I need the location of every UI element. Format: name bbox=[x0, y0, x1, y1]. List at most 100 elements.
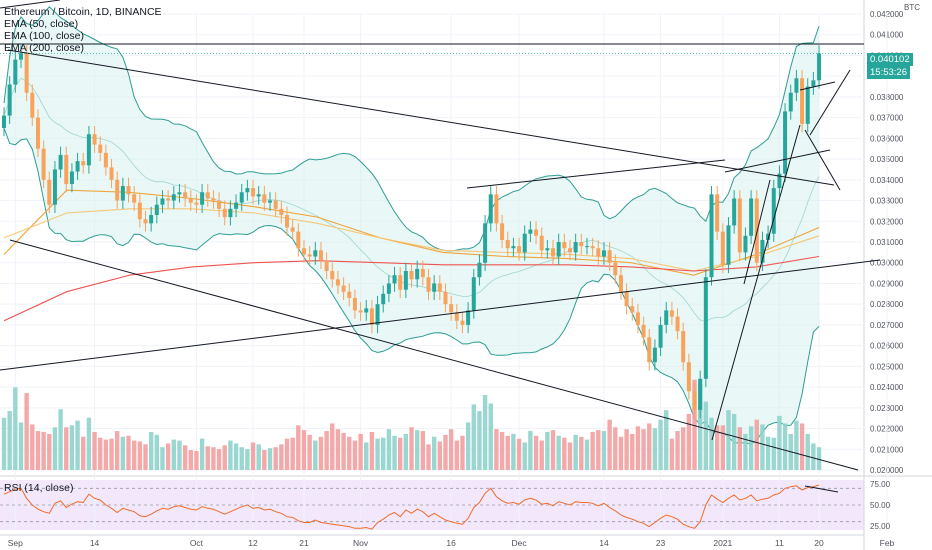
volume-bar bbox=[618, 436, 624, 470]
volume-bar bbox=[777, 415, 782, 470]
volume-bar bbox=[143, 444, 148, 470]
candle bbox=[601, 242, 606, 265]
candle bbox=[692, 382, 697, 419]
candle-body bbox=[505, 239, 510, 249]
candle-body bbox=[103, 152, 108, 168]
chart-title[interactable]: Ethereum / Bitcoin, 1D, BINANCE bbox=[4, 6, 162, 18]
volume-bar bbox=[126, 435, 131, 470]
volume-bar bbox=[505, 435, 510, 470]
volume-bar bbox=[35, 431, 41, 470]
x-tick-label: 23 bbox=[656, 538, 666, 548]
candle-body bbox=[160, 198, 165, 205]
candle-body bbox=[568, 248, 572, 253]
candle bbox=[669, 302, 674, 325]
candle bbox=[460, 312, 465, 334]
candle-body bbox=[126, 186, 131, 195]
candle-body bbox=[330, 271, 335, 280]
x-tick-label: 21 bbox=[299, 538, 309, 548]
candle bbox=[652, 339, 657, 371]
candle-body bbox=[296, 231, 301, 249]
candle bbox=[494, 186, 499, 232]
candle bbox=[596, 239, 601, 265]
legend-item-ema-100[interactable]: EMA (100, close) bbox=[4, 30, 84, 42]
volume-bar bbox=[239, 447, 244, 470]
volume-bar bbox=[533, 435, 539, 470]
volume-bar bbox=[228, 440, 233, 470]
candle-body bbox=[268, 200, 273, 203]
candle-body bbox=[494, 194, 499, 224]
candle-body bbox=[454, 312, 459, 321]
candle-body bbox=[301, 248, 306, 255]
candle-body bbox=[188, 198, 193, 203]
candle-body bbox=[647, 337, 652, 363]
candle-body bbox=[137, 202, 142, 220]
volume-bar bbox=[494, 429, 499, 470]
candle bbox=[811, 72, 816, 95]
volume-bar bbox=[262, 450, 267, 470]
candle-body bbox=[81, 161, 86, 166]
candle bbox=[686, 353, 691, 400]
candle-body bbox=[64, 154, 69, 184]
candle bbox=[426, 268, 431, 301]
volume-bar bbox=[381, 437, 386, 470]
volume-bar bbox=[584, 439, 590, 470]
trendline bbox=[804, 129, 841, 191]
candle-body bbox=[245, 188, 250, 193]
volume-bar bbox=[335, 429, 341, 470]
volume-bar bbox=[103, 439, 109, 470]
volume-bar bbox=[148, 432, 154, 470]
bollinger-lower bbox=[3, 127, 820, 445]
candle-body bbox=[409, 271, 414, 280]
candle-body bbox=[352, 297, 357, 311]
candle bbox=[13, 51, 18, 93]
volume-bar bbox=[647, 423, 652, 470]
candle-body bbox=[75, 161, 80, 172]
volume-bar bbox=[245, 449, 250, 470]
candle bbox=[624, 283, 629, 315]
candle-body bbox=[766, 233, 771, 240]
candle bbox=[18, 45, 23, 68]
candle-body bbox=[251, 188, 256, 197]
volume-bar bbox=[811, 443, 816, 470]
candle-body bbox=[392, 275, 397, 284]
x-tick-label: Sep bbox=[8, 538, 23, 548]
candle-body bbox=[398, 275, 403, 290]
rsi-legend[interactable]: RSI (14, close) bbox=[4, 482, 74, 494]
candle bbox=[817, 45, 822, 89]
candle bbox=[409, 262, 414, 288]
candle-body bbox=[584, 246, 589, 248]
candle-body bbox=[166, 198, 171, 201]
candle-body bbox=[437, 283, 442, 292]
legend-item-ema-50[interactable]: EMA (50, close) bbox=[4, 18, 79, 30]
candle bbox=[279, 200, 284, 224]
volume-bar bbox=[301, 430, 307, 470]
candle-body bbox=[715, 194, 720, 232]
candle-body bbox=[669, 310, 674, 317]
candle bbox=[420, 260, 425, 286]
candle-body bbox=[120, 186, 125, 201]
candle bbox=[760, 231, 765, 272]
volume-bar bbox=[222, 445, 227, 470]
volume-bar bbox=[386, 429, 392, 470]
volume-bar bbox=[115, 431, 120, 470]
candle-body bbox=[754, 198, 759, 263]
volume-bar bbox=[556, 435, 561, 470]
candle-body bbox=[194, 202, 199, 205]
candle bbox=[115, 171, 120, 209]
ema-line-50 bbox=[3, 189, 820, 276]
candle bbox=[483, 215, 488, 272]
volume-bar bbox=[392, 435, 397, 470]
candle-body bbox=[369, 308, 374, 325]
candle-body bbox=[171, 194, 176, 201]
candle-body bbox=[47, 179, 52, 205]
candle bbox=[103, 144, 108, 176]
candle bbox=[211, 190, 216, 209]
volume-bar bbox=[330, 423, 335, 470]
volume-bar bbox=[131, 440, 137, 470]
candle bbox=[630, 297, 635, 321]
legend-item-ema-200[interactable]: EMA (200, close) bbox=[4, 42, 84, 54]
candle-body bbox=[737, 198, 742, 253]
candle-body bbox=[675, 316, 680, 332]
volume-bar bbox=[590, 432, 595, 470]
